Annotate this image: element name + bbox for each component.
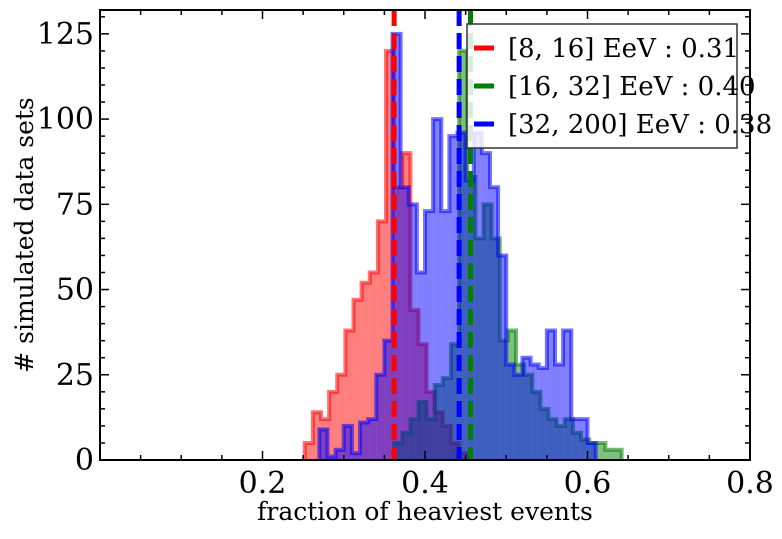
bar-blue-6 (368, 419, 377, 460)
bar-red-9 (377, 221, 386, 460)
bar-blue-4 (351, 453, 360, 460)
bar-blue-25 (522, 357, 531, 460)
legend-entry-32-200: [32, 200] EeV : 0.38 (508, 110, 772, 140)
bar-blue-21 (490, 187, 499, 461)
bar-blue-3 (343, 425, 352, 460)
bar-blue-12 (416, 272, 425, 460)
x-tick-label: 0.8 (726, 466, 774, 501)
bar-blue-28 (546, 330, 555, 460)
x-tick-label: 0.4 (401, 466, 449, 501)
bar-red-1 (312, 412, 321, 460)
bar-blue-23 (506, 364, 515, 460)
y-tick-label: 0 (75, 443, 94, 478)
legend-box (466, 23, 738, 149)
bar-blue-0 (319, 429, 328, 460)
y-tick-label: 100 (37, 102, 94, 137)
x-axis-label: fraction of heaviest events (257, 497, 593, 526)
bar-blue-15 (441, 211, 450, 460)
bar-green-25 (605, 449, 622, 460)
legend-entry-8-16: [8, 16] EeV : 0.31 (508, 34, 739, 64)
bar-blue-14 (433, 119, 442, 460)
bar-blue-22 (498, 255, 507, 460)
x-tick-label: 0.2 (239, 466, 287, 501)
bar-blue-26 (530, 364, 539, 460)
bar-blue-31 (571, 419, 580, 460)
bar-blue-2 (335, 449, 344, 460)
x-tick-label: 0.6 (564, 466, 612, 501)
x-tick-labels: 0.2 0.4 0.6 0.8 (239, 466, 774, 501)
legend-entry-16-32: [16, 32] EeV : 0.40 (508, 72, 756, 102)
y-tick-label: 50 (56, 273, 94, 308)
y-tick-label: 125 (37, 17, 94, 52)
bar-red-3 (329, 391, 338, 460)
bar-blue-33 (587, 442, 596, 460)
bar-blue-29 (555, 364, 564, 460)
bar-red-6 (353, 299, 362, 460)
bar-red-8 (369, 272, 378, 460)
bar-blue-10 (400, 187, 409, 461)
bar-red-5 (345, 330, 354, 460)
bar-red-4 (337, 374, 346, 460)
bar-blue-8 (384, 340, 393, 460)
legend: [8, 16] EeV : 0.31 [16, 32] EeV : 0.40 [… (466, 23, 772, 149)
bar-blue-7 (376, 374, 385, 460)
axis-ticks (100, 10, 751, 461)
bar-blue-11 (408, 204, 417, 460)
bar-blue-27 (538, 367, 547, 460)
bar-blue-32 (579, 419, 588, 460)
bar-blue-20 (481, 153, 490, 460)
bar-blue-16 (449, 136, 458, 461)
y-tick-label: 25 (56, 358, 94, 393)
bar-blue-30 (563, 330, 572, 460)
bar-blue-5 (360, 422, 369, 460)
bar-blue-24 (514, 374, 523, 460)
y-axis-label: # simulated data sets (10, 97, 39, 373)
y-tick-labels: 0 25 50 75 100 125 (37, 17, 94, 478)
bar-blue-19 (473, 132, 482, 460)
bar-blue-13 (425, 211, 434, 460)
bar-red-7 (361, 282, 370, 460)
bar-red-10 (386, 50, 395, 461)
y-tick-label: 75 (56, 187, 94, 222)
bar-red-0 (304, 442, 313, 460)
